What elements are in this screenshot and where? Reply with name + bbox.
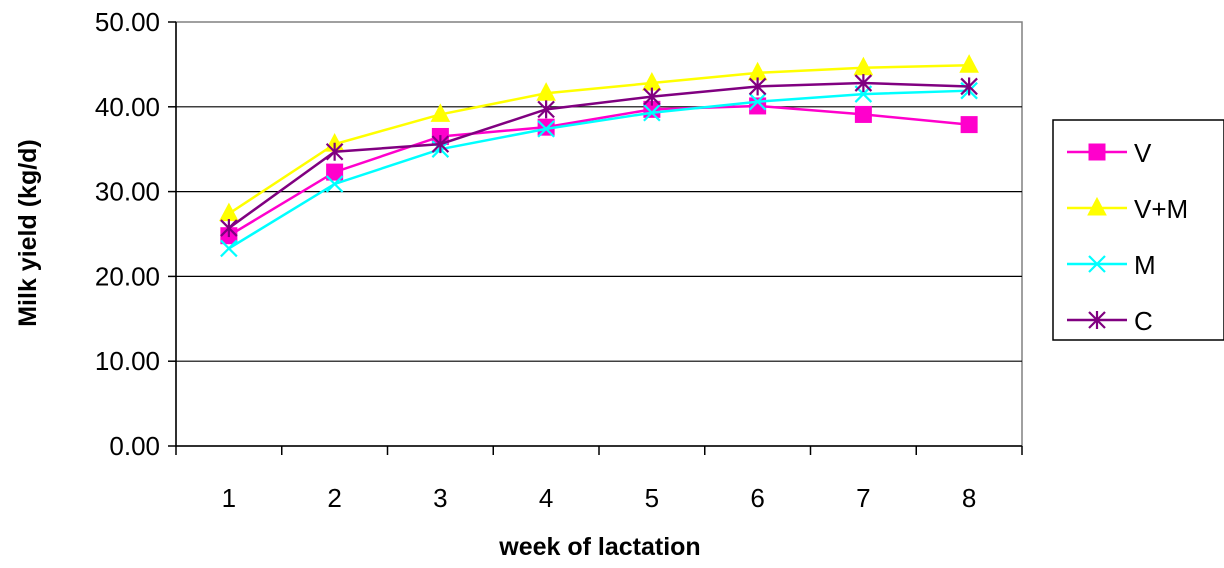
- x-axis-ticks: 1 2 3 4 5 6 7 8: [175, 446, 1023, 513]
- y-axis-ticks: 0.00 10.00 20.00 30.00 40.00 50.00: [95, 7, 176, 461]
- data-point: [431, 135, 450, 154]
- x-tick-label: 7: [856, 483, 870, 513]
- data-point: [643, 103, 661, 122]
- data-point: [537, 100, 555, 119]
- series-line: [228, 104, 970, 237]
- plot-frame: [175, 21, 1023, 447]
- y-axis-title: Milk yield (kg/d): [14, 139, 42, 327]
- data-point: [220, 239, 238, 258]
- legend-box: [1052, 119, 1224, 341]
- legend-entry: V+M: [1067, 194, 1188, 224]
- data-point: [959, 54, 979, 73]
- x-axis-title: week of lactation: [498, 533, 700, 561]
- data-point: [748, 92, 767, 111]
- x-tick-label: 4: [539, 483, 553, 513]
- x-tick-label: 5: [645, 483, 659, 513]
- series-layer: [219, 54, 979, 258]
- y-tick-label: 30.00: [95, 177, 160, 207]
- data-point: [643, 87, 661, 106]
- series-line: [228, 89, 970, 250]
- data-point: [430, 103, 451, 122]
- legend-label: V+M: [1134, 194, 1188, 224]
- data-point: [537, 120, 555, 138]
- legend-entry: V: [1067, 138, 1152, 168]
- y-tick-label: 20.00: [95, 261, 160, 291]
- legend-label: V: [1134, 138, 1152, 168]
- legend-label: C: [1134, 306, 1153, 336]
- data-point: [326, 163, 344, 181]
- x-tick-label: 1: [222, 483, 236, 513]
- data-point: [220, 219, 238, 238]
- legend-label: M: [1134, 250, 1156, 280]
- y-tick-label: 40.00: [95, 92, 160, 122]
- legend-marker: [1088, 143, 1106, 161]
- x-tick-label: 8: [962, 483, 976, 513]
- x-tick-label: 2: [327, 483, 341, 513]
- series-line: [228, 81, 970, 230]
- legend-marker: [1088, 255, 1106, 273]
- data-point: [536, 82, 556, 101]
- legend-marker: [1088, 311, 1106, 329]
- data-point: [960, 77, 978, 96]
- y-tick-label: 10.00: [95, 346, 160, 376]
- plot-area: [175, 21, 1023, 447]
- y-tick-label: 50.00: [95, 7, 160, 37]
- legend-entry: M: [1067, 250, 1156, 280]
- legend-marker: [1087, 196, 1107, 216]
- x-tick-label: 6: [750, 483, 764, 513]
- legend-entry: C: [1067, 306, 1153, 336]
- data-point: [748, 77, 767, 96]
- series-v: [220, 97, 978, 245]
- legend: V V+M MC: [1052, 119, 1224, 341]
- data-point: [325, 175, 344, 193]
- data-point: [960, 116, 978, 134]
- y-tick-label: 0.00: [109, 431, 160, 461]
- data-point: [854, 74, 873, 93]
- x-tick-label: 3: [433, 483, 447, 513]
- data-point: [854, 105, 872, 123]
- series-line: [228, 63, 970, 215]
- series-c: [220, 74, 978, 238]
- data-point: [325, 142, 344, 161]
